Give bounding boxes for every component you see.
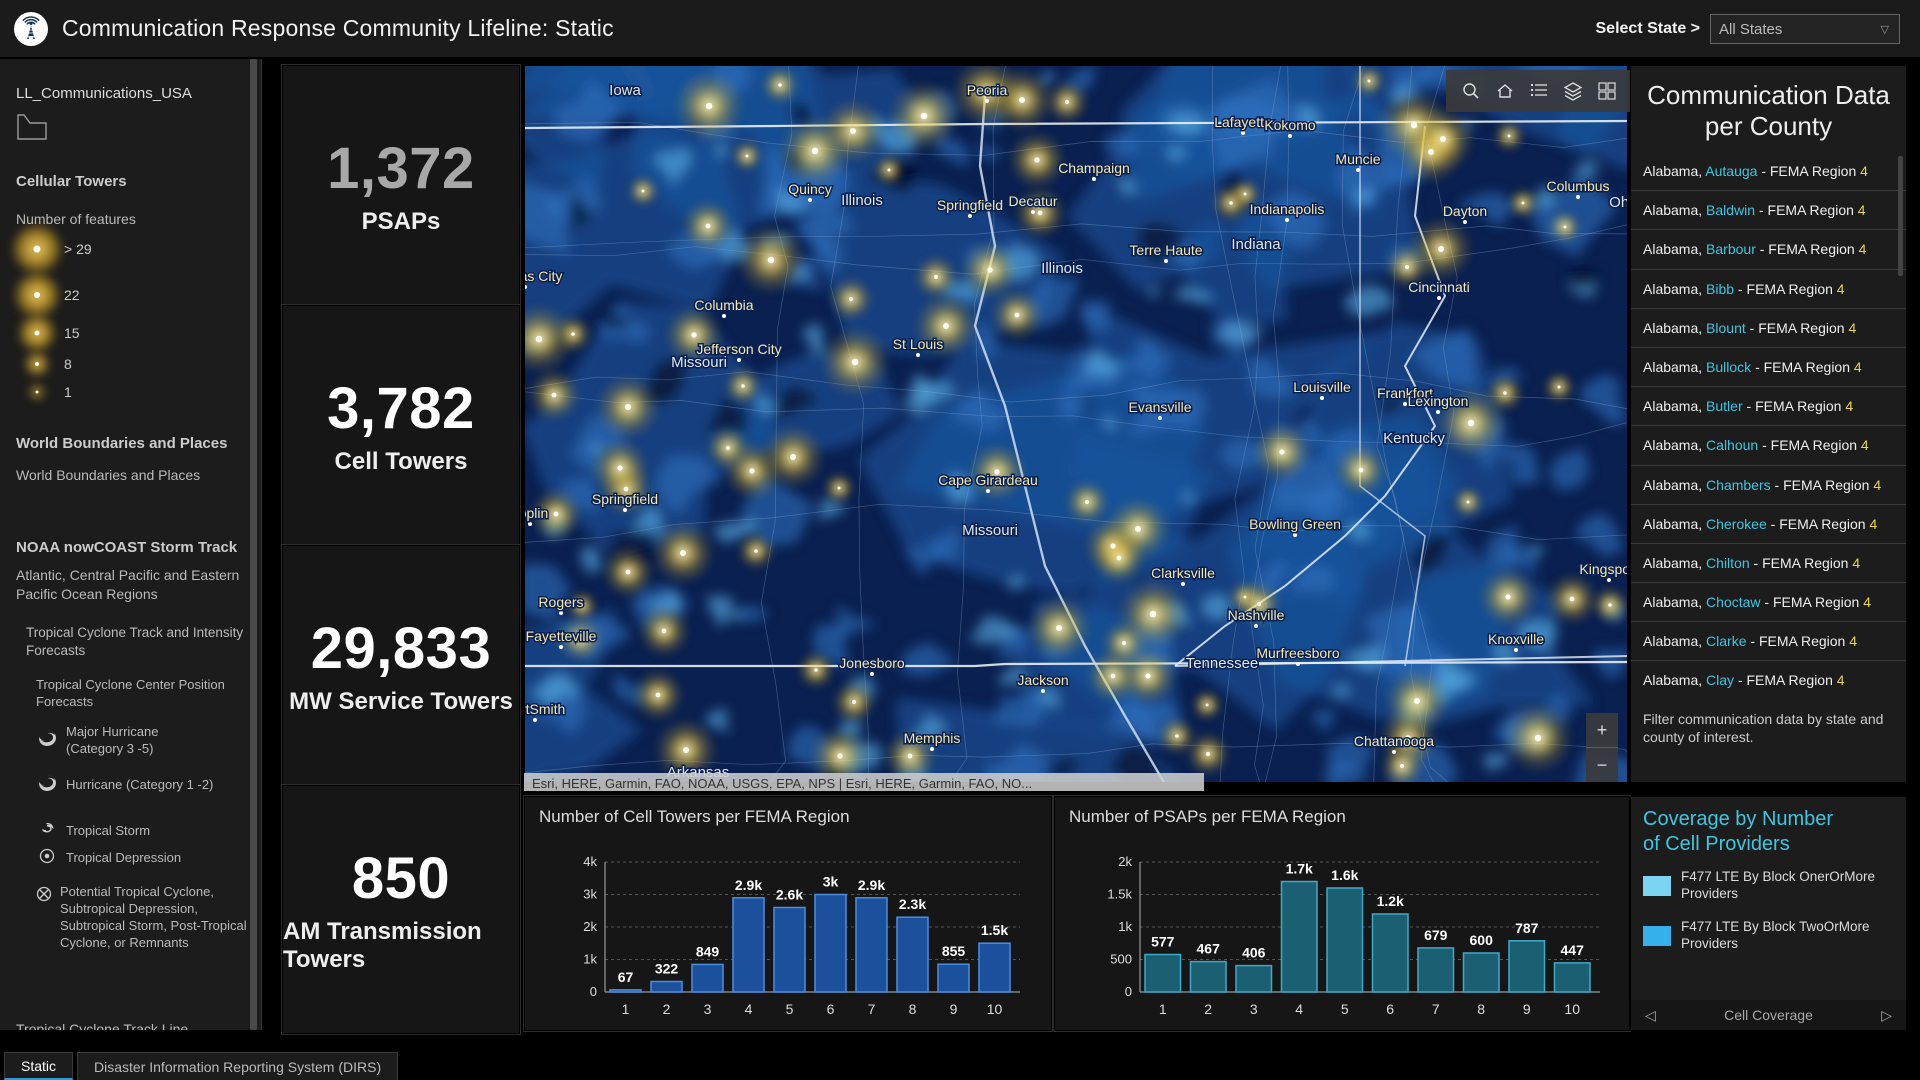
svg-text:Louisville: Louisville bbox=[1293, 379, 1351, 395]
svg-text:Springfield: Springfield bbox=[592, 491, 658, 507]
svg-text:Knoxville: Knoxville bbox=[1488, 631, 1544, 647]
svg-text:679: 679 bbox=[1424, 927, 1448, 943]
svg-text:4: 4 bbox=[1295, 1001, 1303, 1017]
svg-text:Muncie: Muncie bbox=[1335, 151, 1380, 167]
svg-text:1.7k: 1.7k bbox=[1286, 861, 1313, 877]
svg-text:6: 6 bbox=[827, 1001, 835, 1017]
svg-text:1.5k: 1.5k bbox=[981, 922, 1008, 938]
svg-text:2: 2 bbox=[663, 1001, 671, 1017]
svg-text:Illinois: Illinois bbox=[841, 192, 883, 209]
svg-text:Evansville: Evansville bbox=[1128, 399, 1191, 415]
svg-text:Indianapolis: Indianapolis bbox=[1250, 201, 1325, 217]
svg-text:2: 2 bbox=[1204, 1001, 1212, 1017]
svg-text:Missouri: Missouri bbox=[671, 354, 727, 371]
svg-text:Memphis: Memphis bbox=[904, 730, 961, 746]
svg-text:10: 10 bbox=[987, 1001, 1003, 1017]
svg-text:Indiana: Indiana bbox=[1231, 236, 1281, 253]
svg-text:2k: 2k bbox=[583, 919, 597, 934]
svg-text:7: 7 bbox=[1432, 1001, 1440, 1017]
svg-text:Kokomo: Kokomo bbox=[1264, 117, 1316, 133]
svg-text:447: 447 bbox=[1561, 942, 1585, 958]
svg-text:1: 1 bbox=[1159, 1001, 1167, 1017]
svg-text:849: 849 bbox=[696, 943, 720, 959]
svg-text:Missouri: Missouri bbox=[962, 522, 1018, 539]
svg-text:1k: 1k bbox=[583, 952, 597, 967]
svg-text:1.5k: 1.5k bbox=[1107, 887, 1132, 902]
svg-text:2.3k: 2.3k bbox=[899, 896, 926, 912]
svg-text:Rogers: Rogers bbox=[538, 594, 583, 610]
svg-text:4: 4 bbox=[745, 1001, 753, 1017]
svg-text:467: 467 bbox=[1197, 941, 1221, 957]
svg-text:7: 7 bbox=[868, 1001, 876, 1017]
svg-text:Murfreesboro: Murfreesboro bbox=[1256, 645, 1339, 661]
svg-text:1.6k: 1.6k bbox=[1331, 867, 1358, 883]
svg-text:Columbia: Columbia bbox=[694, 297, 753, 313]
svg-text:2.9k: 2.9k bbox=[735, 877, 762, 893]
svg-text:Lexington: Lexington bbox=[1408, 393, 1469, 409]
svg-text:2k: 2k bbox=[1118, 854, 1132, 869]
svg-text:Joplin: Joplin bbox=[525, 505, 548, 521]
svg-text:0: 0 bbox=[590, 984, 597, 999]
svg-text:Jonesboro: Jonesboro bbox=[839, 655, 905, 671]
svg-text:577: 577 bbox=[1151, 934, 1175, 950]
svg-text:2.9k: 2.9k bbox=[858, 877, 885, 893]
svg-text:1: 1 bbox=[622, 1001, 630, 1017]
svg-text:Iowa: Iowa bbox=[609, 82, 641, 99]
svg-text:4k: 4k bbox=[583, 854, 597, 869]
svg-text:Ohio: Ohio bbox=[1609, 194, 1628, 211]
svg-text:Tennessee: Tennessee bbox=[1186, 655, 1259, 672]
svg-text:Quincy: Quincy bbox=[788, 181, 832, 197]
svg-text:8: 8 bbox=[1477, 1001, 1485, 1017]
svg-text:Peoria: Peoria bbox=[967, 82, 1008, 98]
svg-text:8: 8 bbox=[909, 1001, 917, 1017]
svg-text:Decatur: Decatur bbox=[1008, 193, 1057, 209]
svg-text:3k: 3k bbox=[583, 887, 597, 902]
svg-text:Fayetteville: Fayetteville bbox=[526, 628, 597, 644]
svg-text:Springfield: Springfield bbox=[937, 197, 1003, 213]
svg-text:855: 855 bbox=[942, 943, 966, 959]
svg-text:9: 9 bbox=[950, 1001, 958, 1017]
svg-text:Dayton: Dayton bbox=[1443, 203, 1487, 219]
svg-text:Columbus: Columbus bbox=[1546, 178, 1609, 194]
svg-text:3: 3 bbox=[704, 1001, 712, 1017]
svg-text:Cincinnati: Cincinnati bbox=[1408, 279, 1469, 295]
svg-text:Illinois: Illinois bbox=[1041, 260, 1083, 277]
svg-text:Terre Haute: Terre Haute bbox=[1129, 242, 1202, 258]
svg-text:1k: 1k bbox=[1118, 919, 1132, 934]
svg-text:600: 600 bbox=[1470, 932, 1494, 948]
svg-text:St Louis: St Louis bbox=[893, 336, 944, 352]
svg-text:0: 0 bbox=[1125, 984, 1132, 999]
svg-text:3: 3 bbox=[1250, 1001, 1258, 1017]
svg-text:Jackson: Jackson bbox=[1017, 672, 1068, 688]
svg-text:67: 67 bbox=[618, 969, 634, 985]
svg-text:500: 500 bbox=[1110, 952, 1132, 967]
svg-text:Champaign: Champaign bbox=[1058, 160, 1130, 176]
svg-text:2.6k: 2.6k bbox=[776, 887, 803, 903]
svg-text:Kentucky: Kentucky bbox=[1383, 430, 1445, 447]
svg-text:6: 6 bbox=[1386, 1001, 1394, 1017]
svg-text:787: 787 bbox=[1515, 920, 1539, 936]
svg-text:9: 9 bbox=[1523, 1001, 1531, 1017]
svg-text:Cape Girardeau: Cape Girardeau bbox=[938, 472, 1038, 488]
svg-text:5: 5 bbox=[786, 1001, 794, 1017]
svg-text:Bowling Green: Bowling Green bbox=[1249, 516, 1341, 532]
svg-text:Kansas City: Kansas City bbox=[525, 268, 562, 284]
svg-text:10: 10 bbox=[1564, 1001, 1580, 1017]
svg-text:Clarksville: Clarksville bbox=[1151, 565, 1215, 581]
svg-text:FortSmith: FortSmith bbox=[525, 701, 565, 717]
svg-text:406: 406 bbox=[1242, 945, 1266, 961]
svg-text:5: 5 bbox=[1341, 1001, 1349, 1017]
svg-text:Nashville: Nashville bbox=[1228, 607, 1285, 623]
svg-text:1.2k: 1.2k bbox=[1377, 893, 1404, 909]
svg-text:Chattanooga: Chattanooga bbox=[1354, 733, 1434, 749]
svg-text:3k: 3k bbox=[823, 874, 839, 890]
svg-text:Kingsport: Kingsport bbox=[1579, 561, 1628, 577]
svg-text:322: 322 bbox=[655, 961, 679, 977]
